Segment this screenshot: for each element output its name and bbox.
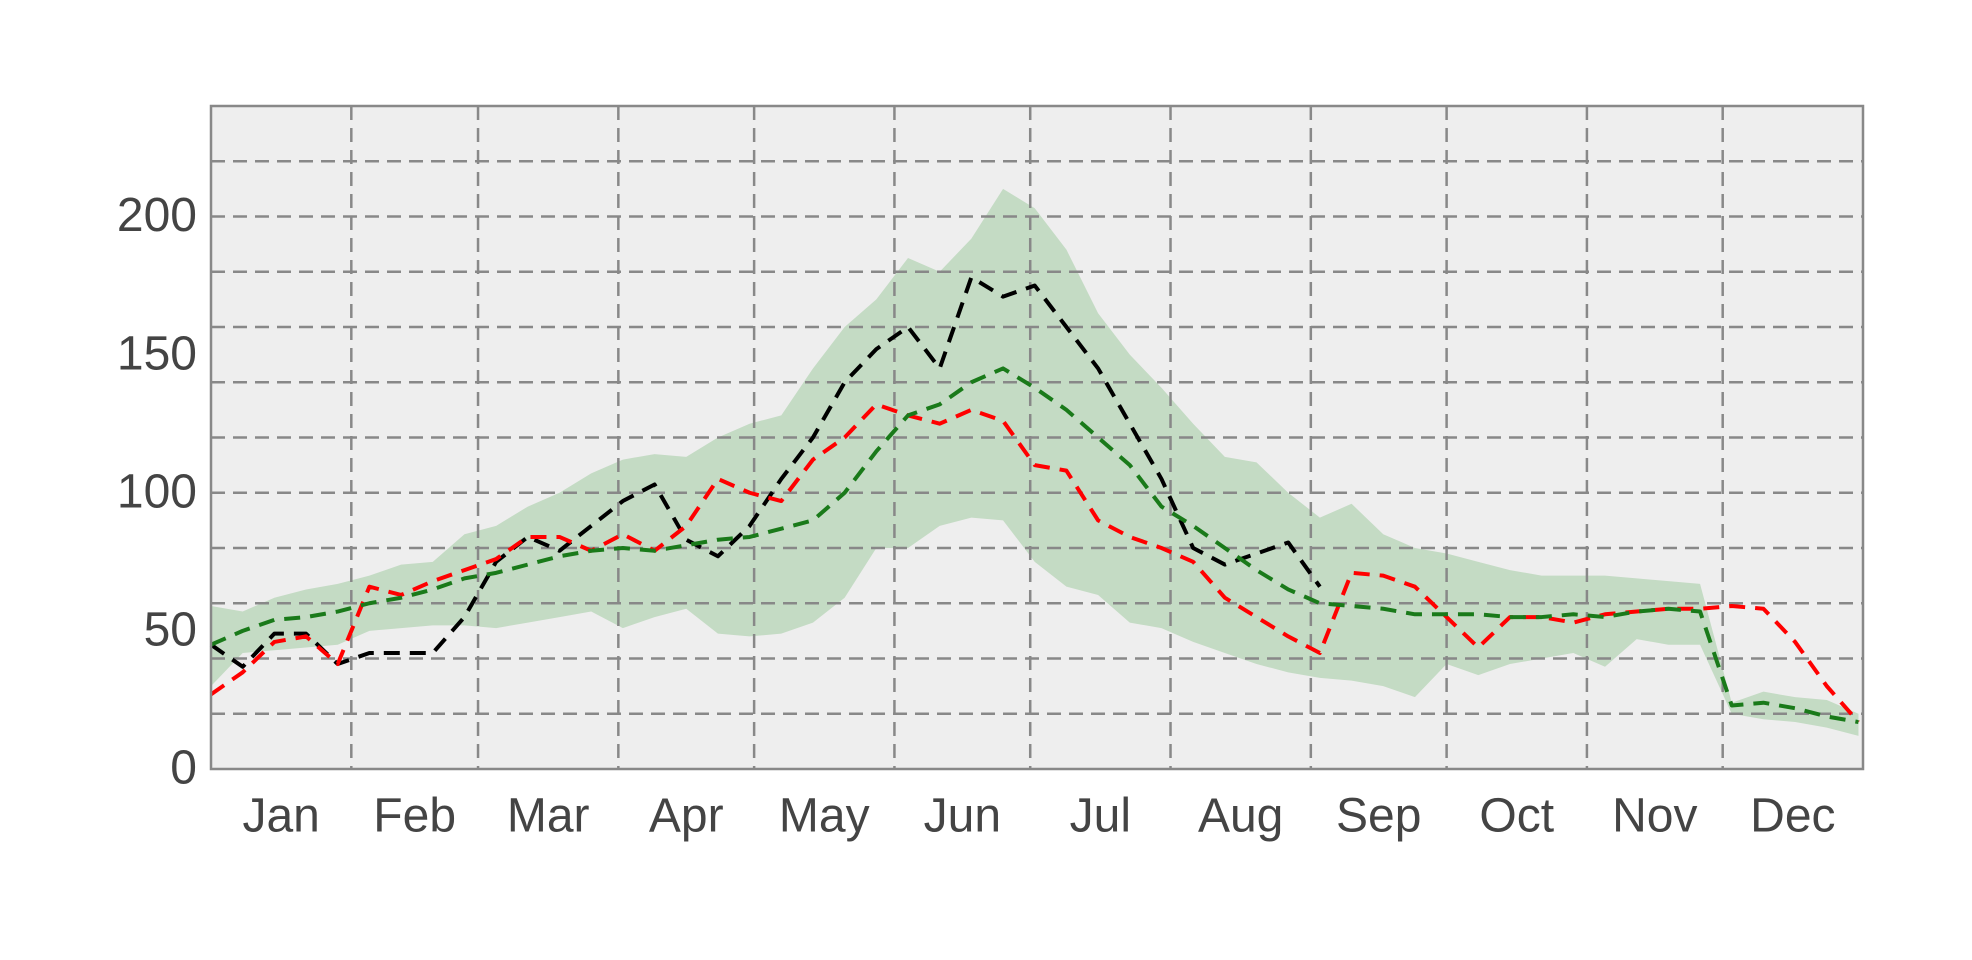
y-tick-label: 200 — [117, 189, 197, 242]
y-tick-label: 50 — [144, 604, 197, 657]
series-line — [209, 275, 1322, 669]
series-line — [209, 402, 1860, 724]
x-tick-label: Dec — [1750, 790, 1835, 843]
x-tick-label: Feb — [373, 790, 456, 843]
x-tick-label: May — [779, 790, 870, 843]
x-tick-label: Jun — [924, 790, 1001, 843]
y-tick-label: 150 — [117, 327, 197, 380]
x-tick-label: Jul — [1070, 790, 1131, 843]
x-tick-label: Jan — [242, 790, 319, 843]
x-tick-label: Aug — [1198, 790, 1283, 843]
x-tick-label: Apr — [649, 790, 724, 843]
y-tick-label: 0 — [170, 742, 197, 795]
x-tick-label: Oct — [1479, 790, 1554, 843]
x-tick-label: Sep — [1336, 790, 1421, 843]
y-tick-label: 100 — [117, 465, 197, 518]
x-tick-label: Mar — [507, 790, 590, 843]
x-tick-label: Nov — [1612, 790, 1697, 843]
plot-border — [209, 104, 1865, 771]
